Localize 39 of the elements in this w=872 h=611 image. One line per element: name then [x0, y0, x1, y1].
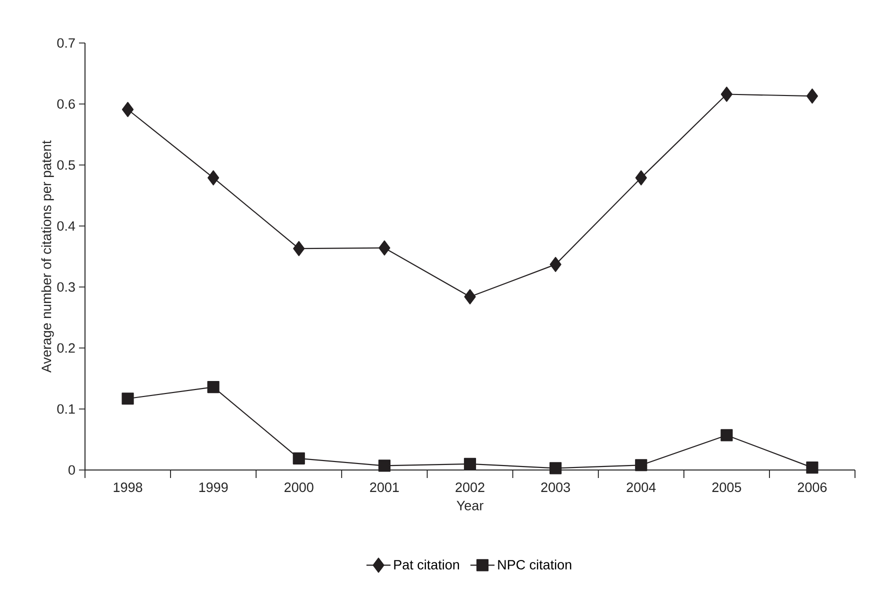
point [635, 459, 648, 472]
point [378, 460, 390, 472]
point [122, 392, 134, 405]
x-axis-title: Year [456, 500, 484, 510]
y-tick-label: 0 [68, 465, 75, 475]
point [293, 241, 305, 256]
x-tick-label: 1999 [199, 482, 228, 492]
point [806, 88, 818, 104]
y-tick-label: 0.6 [57, 99, 75, 109]
point [550, 462, 562, 474]
x-tick-label: 2003 [541, 482, 570, 492]
y-tick-label: 0.2 [57, 343, 75, 353]
point [720, 86, 732, 102]
point [378, 240, 390, 256]
x-tick-label: 2004 [626, 482, 656, 492]
y-axis-title: Average number of citations per patent [41, 140, 54, 373]
y-tick-label: 0.1 [57, 404, 75, 414]
x-tick-label: 2006 [798, 482, 827, 492]
x-tick-label: 2002 [456, 482, 484, 492]
point [464, 458, 476, 470]
point [292, 452, 305, 464]
x-tick-label: 2001 [370, 482, 399, 492]
point [208, 170, 220, 186]
y-tick-label: 0.5 [57, 160, 75, 170]
y-tick-label: 0.7 [57, 38, 75, 48]
point [635, 170, 647, 186]
legend-label: Pat citation [394, 560, 459, 570]
point [806, 462, 818, 474]
point [550, 256, 562, 272]
point [720, 429, 733, 442]
point [207, 380, 220, 394]
point [464, 289, 476, 304]
x-tick-label: 2000 [284, 482, 314, 492]
y-tick-label: 0.4 [57, 221, 76, 231]
point [122, 102, 134, 118]
legend-label: NPC citation [498, 560, 572, 570]
x-tick-label: 1998 [114, 482, 142, 492]
x-tick-label: 2005 [712, 482, 742, 492]
y-tick-label: 0.3 [57, 282, 75, 292]
